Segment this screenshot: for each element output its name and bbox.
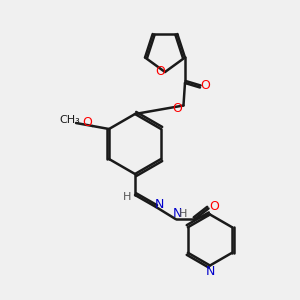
- Text: O: O: [156, 65, 165, 79]
- Text: N: N: [205, 265, 215, 278]
- Text: O: O: [200, 80, 210, 92]
- Text: H: H: [123, 191, 132, 202]
- Text: N: N: [154, 197, 164, 211]
- Text: N: N: [172, 207, 182, 220]
- Text: O: O: [172, 102, 182, 115]
- Text: CH₃: CH₃: [60, 115, 80, 125]
- Text: O: O: [82, 116, 92, 129]
- Text: H: H: [179, 208, 187, 219]
- Text: O: O: [209, 200, 219, 214]
